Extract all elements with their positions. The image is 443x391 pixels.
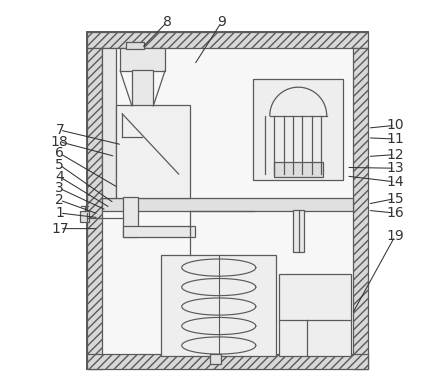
Bar: [102, 198, 353, 211]
Bar: [161, 255, 276, 356]
Text: 14: 14: [386, 175, 404, 189]
Bar: [132, 70, 153, 106]
Bar: [293, 210, 304, 252]
Bar: [87, 48, 102, 369]
Text: 3: 3: [55, 181, 64, 196]
Bar: [353, 48, 368, 369]
Text: 4: 4: [55, 170, 64, 184]
Bar: [87, 354, 368, 369]
Bar: [279, 274, 351, 356]
Bar: [274, 162, 323, 177]
Bar: [253, 79, 343, 180]
Bar: [81, 211, 89, 222]
Text: 15: 15: [386, 192, 404, 206]
Bar: [120, 48, 165, 71]
Text: 1: 1: [55, 206, 64, 220]
Bar: [126, 42, 144, 49]
Text: 13: 13: [386, 161, 404, 175]
Text: 18: 18: [51, 135, 69, 149]
Text: 10: 10: [386, 118, 404, 133]
Bar: [87, 32, 368, 48]
Bar: [123, 226, 195, 237]
Text: 11: 11: [386, 132, 404, 146]
Text: 5: 5: [55, 158, 64, 172]
Text: 19: 19: [386, 230, 404, 244]
Bar: [210, 354, 221, 364]
Text: 9: 9: [217, 15, 226, 29]
Bar: [123, 197, 138, 237]
Text: 12: 12: [386, 147, 404, 161]
Text: 8: 8: [163, 15, 171, 29]
Text: 6: 6: [55, 146, 64, 160]
Bar: [102, 48, 116, 198]
Text: 7: 7: [55, 123, 64, 137]
Bar: [87, 32, 368, 369]
Text: 17: 17: [51, 222, 69, 236]
Bar: [116, 105, 190, 198]
Text: 16: 16: [386, 206, 404, 220]
Text: 2: 2: [55, 193, 64, 207]
